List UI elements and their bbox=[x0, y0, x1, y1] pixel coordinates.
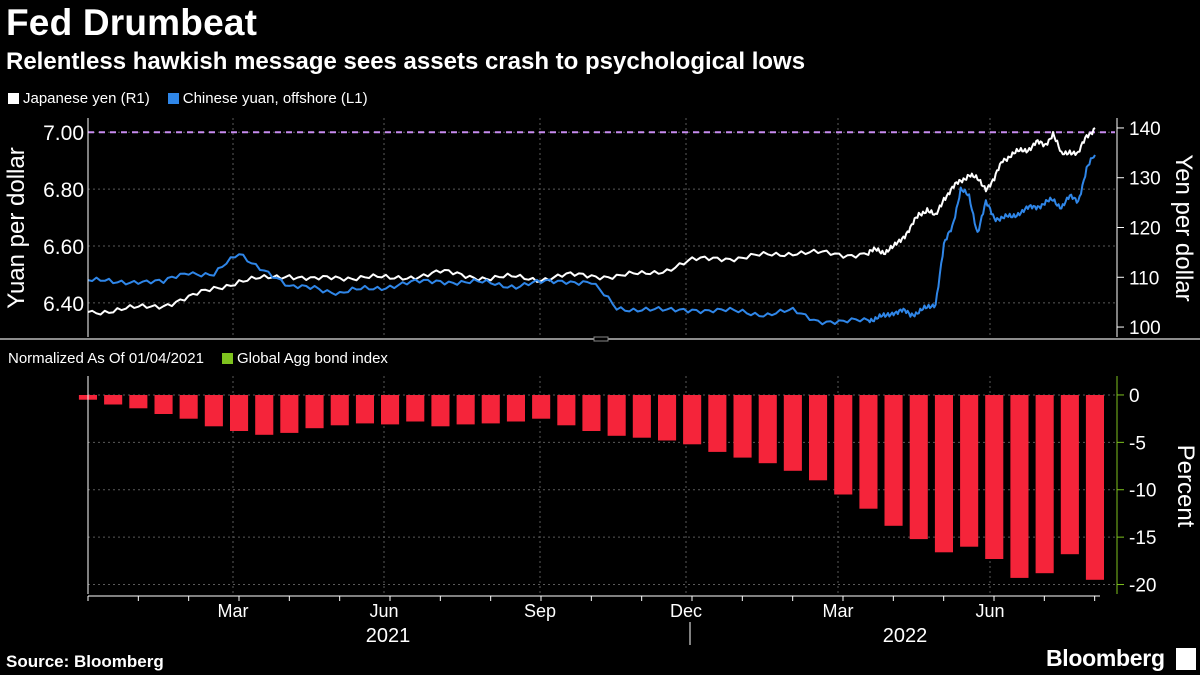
bar-bond-22 bbox=[632, 395, 651, 438]
bar-bond-15 bbox=[456, 395, 475, 425]
bar-bond-21 bbox=[607, 395, 626, 436]
bar-bond-24 bbox=[683, 395, 702, 445]
xtick-label-4: Mar bbox=[823, 601, 854, 621]
ytick-right-130: 130 bbox=[1129, 169, 1161, 190]
legend-label-yuan: Chinese yuan, offshore (L1) bbox=[182, 90, 368, 107]
ytick-bottom--15: -15 bbox=[1129, 528, 1156, 549]
bar-bond-33 bbox=[909, 395, 928, 540]
bar-bond-34 bbox=[934, 395, 953, 553]
ytick-right-120: 120 bbox=[1129, 219, 1161, 240]
ytick-bottom--20: -20 bbox=[1129, 576, 1156, 597]
panel-resize-handle bbox=[593, 336, 609, 342]
bar-bond-11 bbox=[355, 395, 374, 424]
bar-bond-37 bbox=[1010, 395, 1029, 578]
ytick-bottom-0: 0 bbox=[1129, 386, 1140, 407]
brand-logo: Bloomberg bbox=[1046, 645, 1165, 671]
ylabel-bottom: Percent bbox=[1172, 445, 1199, 528]
bar-bond-14 bbox=[431, 395, 450, 427]
legend-item-yen: Japanese yen (R1) bbox=[8, 90, 150, 107]
ytick-left-6.60: 6.60 bbox=[43, 236, 84, 259]
chart-title: Fed Drumbeat bbox=[6, 2, 258, 43]
bar-bond-39 bbox=[1060, 395, 1079, 555]
xtick-label-5: Jun bbox=[975, 601, 1004, 621]
xtick-label-0: Mar bbox=[218, 601, 249, 621]
bar-bond-23 bbox=[658, 395, 677, 441]
source-note: Source: Bloomberg bbox=[6, 652, 164, 671]
bar-bond-7 bbox=[255, 395, 274, 435]
xtick-label-1: Jun bbox=[369, 601, 398, 621]
legend-item-bond: Global Agg bond index bbox=[221, 350, 388, 367]
bloomberg-terminal-icon bbox=[1176, 648, 1196, 670]
bar-bond-5 bbox=[204, 395, 223, 427]
bar-bond-17 bbox=[506, 395, 525, 422]
legend-normalized-note: Normalized As Of 01/04/2021 bbox=[8, 350, 204, 367]
ylabel-left: Yuan per dollar bbox=[3, 147, 30, 308]
bar-bond-28 bbox=[783, 395, 802, 471]
bar-bond-6 bbox=[230, 395, 249, 431]
bar-bond-10 bbox=[330, 395, 349, 426]
ylabel-right: Yen per dollar bbox=[1170, 154, 1197, 301]
legend-label-yen: Japanese yen (R1) bbox=[23, 90, 150, 107]
bar-bond-8 bbox=[280, 395, 299, 433]
ytick-left-6.40: 6.40 bbox=[43, 293, 84, 316]
legend-item-yuan: Chinese yuan, offshore (L1) bbox=[167, 90, 368, 107]
ytick-left-6.80: 6.80 bbox=[43, 179, 84, 202]
bar-bond-4 bbox=[179, 395, 198, 419]
ytick-right-100: 100 bbox=[1129, 318, 1161, 339]
bar-bond-32 bbox=[884, 395, 903, 526]
bar-bond-29 bbox=[809, 395, 828, 481]
bar-bond-18 bbox=[532, 395, 551, 419]
bar-bond-20 bbox=[582, 395, 601, 431]
xtick-label-3: Dec bbox=[670, 601, 702, 621]
top-legend: Japanese yen (R1) Chinese yuan, offshore… bbox=[8, 90, 368, 107]
xtick-label-2: Sep bbox=[524, 601, 556, 621]
ytick-bottom--5: -5 bbox=[1129, 433, 1146, 454]
ytick-bottom--10: -10 bbox=[1129, 481, 1156, 502]
bar-bond-2 bbox=[129, 395, 148, 409]
bar-bond-26 bbox=[733, 395, 752, 458]
legend-label-bond: Global Agg bond index bbox=[236, 350, 388, 367]
bar-bond-31 bbox=[859, 395, 878, 509]
bar-bond-40 bbox=[1085, 395, 1104, 580]
series-line-yuan bbox=[87, 154, 1096, 326]
series-line-yen bbox=[87, 127, 1096, 316]
bar-bond-19 bbox=[557, 395, 576, 426]
bar-bond-16 bbox=[481, 395, 500, 424]
ytick-left-7.00: 7.00 bbox=[43, 122, 84, 145]
bar-bond-9 bbox=[305, 395, 324, 429]
bar-bond-13 bbox=[406, 395, 425, 422]
bar-bond-38 bbox=[1035, 395, 1054, 574]
year-label-2022: 2022 bbox=[883, 625, 928, 647]
legend-swatch-yuan bbox=[167, 93, 179, 104]
ytick-right-140: 140 bbox=[1129, 119, 1161, 140]
year-label-2021: 2021 bbox=[366, 625, 411, 647]
bar-bond-1 bbox=[104, 395, 123, 405]
bar-bond-3 bbox=[154, 395, 173, 414]
legend-swatch-yen bbox=[8, 93, 19, 104]
bottom-legend: Normalized As Of 01/04/2021 Global Agg b… bbox=[8, 350, 388, 367]
bar-bond-25 bbox=[708, 395, 727, 452]
legend-swatch-bond bbox=[221, 353, 233, 364]
bar-bond-12 bbox=[381, 395, 400, 425]
ytick-right-110: 110 bbox=[1129, 268, 1159, 289]
bar-bond-36 bbox=[985, 395, 1004, 559]
bar-bond-27 bbox=[758, 395, 777, 464]
bar-bond-30 bbox=[834, 395, 853, 495]
chart-subtitle: Relentless hawkish message sees assets c… bbox=[6, 48, 806, 75]
bar-bond-35 bbox=[960, 395, 979, 547]
